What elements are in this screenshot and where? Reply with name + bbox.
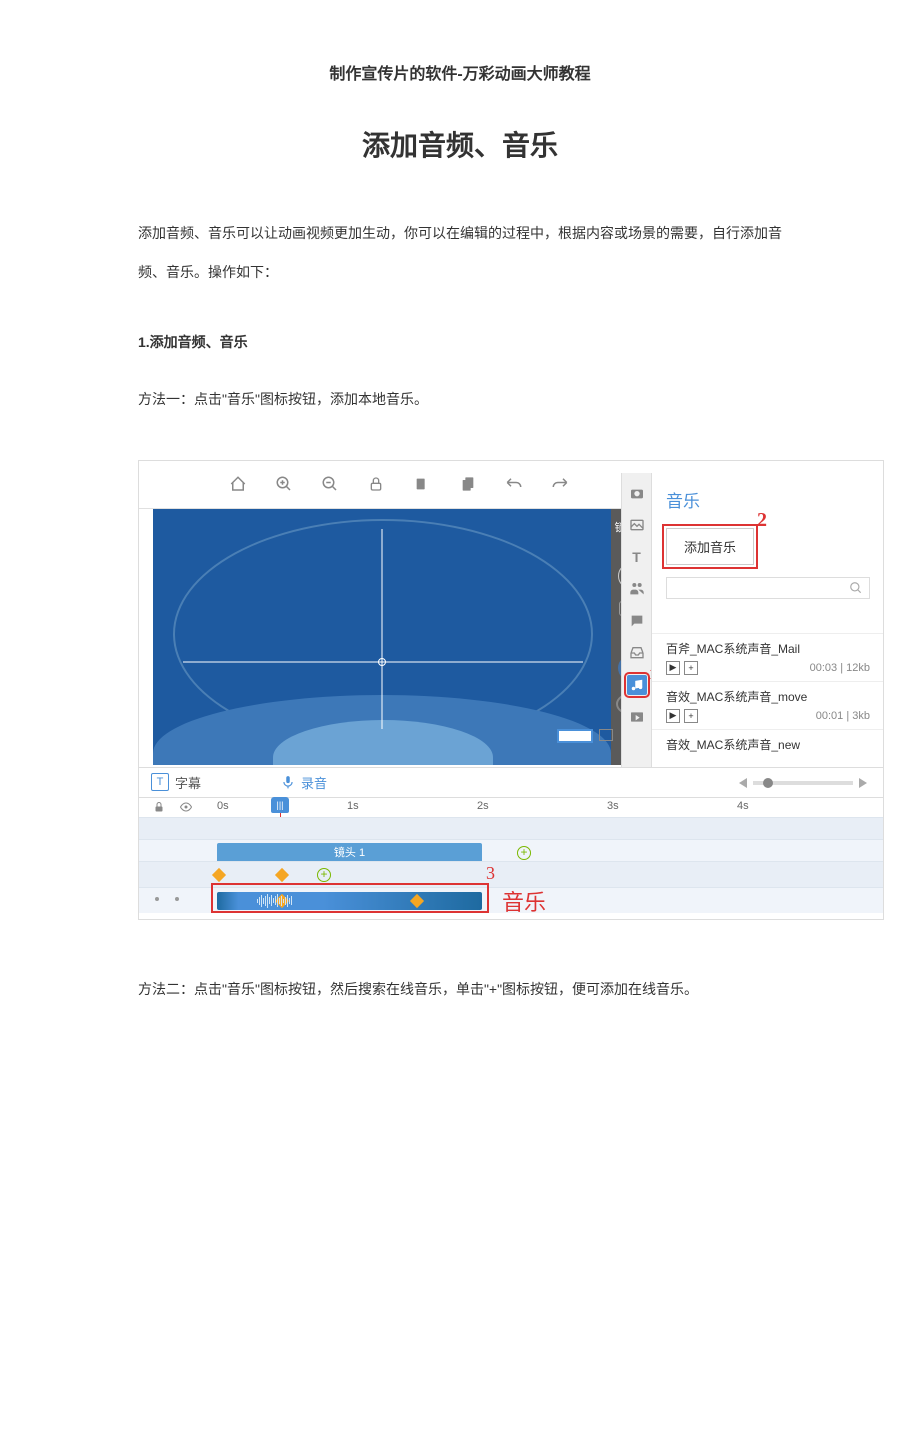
tick-label: 3s	[607, 800, 619, 812]
music-panel-title: 音乐	[652, 473, 884, 520]
tick-label: 2s	[477, 800, 489, 812]
image-icon[interactable]	[627, 515, 647, 535]
tick-label: 4s	[737, 800, 749, 812]
redo-icon[interactable]	[551, 475, 569, 493]
music-panel: 音乐 添加音乐 百斧_MAC系统声音_Mail ▶ + 00:03 | 12kb	[651, 473, 884, 767]
search-icon	[849, 581, 863, 595]
music-item[interactable]: 百斧_MAC系统声音_Mail ▶ + 00:03 | 12kb	[652, 633, 884, 681]
play-icon[interactable]: ▶	[666, 661, 680, 675]
music-item[interactable]: 音效_MAC系统声音_move ▶ + 00:01 | 3kb	[652, 681, 884, 729]
undo-icon[interactable]	[505, 475, 523, 493]
section-title: 1.添加音频、音乐	[138, 332, 782, 352]
add-icon[interactable]: +	[684, 709, 698, 723]
chat-icon[interactable]	[627, 611, 647, 631]
add-keyframe-icon[interactable]: +	[317, 868, 331, 882]
paste-icon[interactable]	[459, 475, 477, 493]
music-list: 百斧_MAC系统声音_Mail ▶ + 00:03 | 12kb 音效_MAC系…	[652, 633, 884, 759]
record-button[interactable]: 录音	[281, 773, 327, 792]
timeline-header: T 字幕 录音	[139, 767, 883, 797]
music-item-name: 音效_MAC系统声音_new	[666, 736, 870, 753]
inbox-icon[interactable]	[627, 643, 647, 663]
camera-icon[interactable]	[627, 483, 647, 503]
zoom-slider[interactable]	[739, 778, 867, 788]
copy-icon[interactable]	[413, 475, 431, 493]
subtitle-icon: T	[151, 773, 169, 791]
right-icon-strip: T	[621, 473, 651, 767]
audio-track-highlight	[211, 883, 489, 913]
lock-icon[interactable]	[367, 475, 385, 493]
main-title: 添加音频、音乐	[138, 124, 782, 164]
selection-rect	[557, 729, 593, 743]
add-icon[interactable]: +	[684, 661, 698, 675]
zoom-out-icon[interactable]	[321, 475, 339, 493]
people-icon[interactable]	[627, 579, 647, 599]
add-music-button[interactable]: 添加音乐	[666, 528, 754, 565]
intro-text: 添加音频、音乐可以让动画视频更加生动，你可以在编辑的过程中，根据内容或场景的需要…	[138, 214, 782, 292]
tutorial-screenshot: 锁定画布 0 旋转 16:9 4:3 T 1 音乐 添加音乐	[138, 460, 884, 920]
music-search-input[interactable]	[666, 577, 870, 599]
annotation-music-label: 音乐	[502, 885, 546, 917]
canvas-area[interactable]	[153, 509, 611, 765]
eye-icon	[179, 801, 193, 813]
music-item-name: 百斧_MAC系统声音_Mail	[666, 640, 870, 657]
subtitle-button[interactable]: T 字幕	[151, 773, 201, 792]
music-item-name: 音效_MAC系统声音_move	[666, 688, 870, 705]
tick-label: 0s	[217, 800, 229, 812]
lock-icon	[153, 801, 165, 813]
play-icon[interactable]: ▶	[666, 709, 680, 723]
music-icon[interactable]	[627, 675, 647, 695]
annotation-2: 2	[757, 509, 767, 532]
playhead-handle[interactable]: |||	[271, 797, 289, 813]
mini-window-icon	[599, 729, 613, 741]
add-keyframe-icon[interactable]: +	[517, 846, 531, 860]
doc-title: 制作宣传片的软件-万彩动画大师教程	[138, 60, 782, 84]
mic-icon	[281, 775, 295, 789]
method1-text: 方法一：点击"音乐"图标按钮，添加本地音乐。	[138, 380, 782, 419]
music-item-info: 00:03 | 12kb	[810, 662, 870, 674]
annotation-3: 3	[486, 863, 495, 884]
tick-label: 1s	[347, 800, 359, 812]
home-icon[interactable]	[229, 475, 247, 493]
video-icon[interactable]	[627, 707, 647, 727]
shot-clip[interactable]: 镜头 1	[217, 843, 482, 863]
music-item-info: 00:01 | 3kb	[816, 710, 870, 722]
music-item[interactable]: 音效_MAC系统声音_new	[652, 729, 884, 759]
zoom-in-icon[interactable]	[275, 475, 293, 493]
timeline-ruler[interactable]: 0s 1s 2s 3s 4s	[139, 797, 883, 817]
method2-text: 方法二：点击"音乐"图标按钮，然后搜索在线音乐，单击"+"图标按钮，便可添加在线…	[138, 970, 782, 1009]
text-icon[interactable]: T	[627, 547, 647, 567]
